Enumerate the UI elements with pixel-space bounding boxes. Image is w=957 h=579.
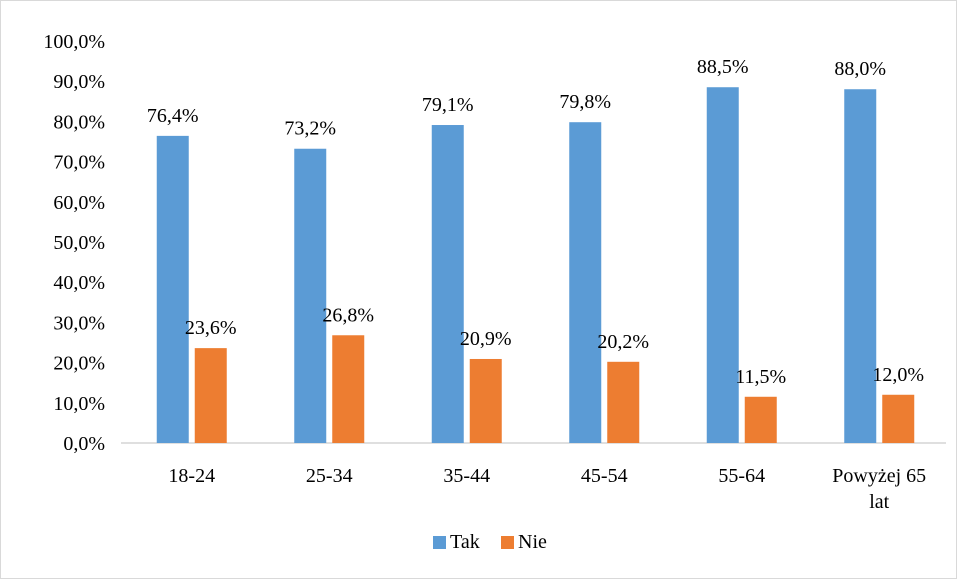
legend-swatch-tak <box>433 536 446 549</box>
x-tick-label: 55-64 <box>718 465 765 487</box>
bar-nie <box>332 335 365 443</box>
bar-nie <box>882 394 915 443</box>
bar-tak <box>844 89 877 444</box>
bar-tak <box>706 87 739 443</box>
data-label: 26,8% <box>322 304 374 326</box>
x-tick-label: Powyżej 65 lat <box>832 465 926 513</box>
bar-nie <box>744 396 777 443</box>
y-tick-label: 90,0% <box>53 71 105 93</box>
data-label: 76,4% <box>147 105 199 127</box>
bar-nie <box>194 348 227 443</box>
data-label: 73,2% <box>284 118 336 140</box>
legend-swatch-nie <box>501 536 514 549</box>
bar-nie <box>469 358 502 443</box>
legend-label-nie: Nie <box>518 531 547 553</box>
data-label: 88,5% <box>697 56 749 78</box>
bar-tak <box>431 125 464 443</box>
x-tick-label: 18-24 <box>168 465 215 487</box>
data-label: 23,6% <box>185 317 237 339</box>
x-tick-label: 45-54 <box>581 465 628 487</box>
data-label: 12,0% <box>872 364 924 386</box>
bar-tak <box>294 148 327 443</box>
y-tick-label: 60,0% <box>53 192 105 214</box>
data-label: 79,1% <box>422 94 474 116</box>
x-tick-label: 25-34 <box>306 465 353 487</box>
legend-label-tak: Tak <box>450 531 480 553</box>
bar-nie <box>607 361 640 443</box>
y-tick-label: 50,0% <box>53 232 105 254</box>
bar-tak <box>569 122 602 443</box>
data-label: 20,9% <box>460 328 512 350</box>
y-tick-label: 40,0% <box>53 272 105 294</box>
x-tick-label: 35-44 <box>443 465 490 487</box>
data-label: 88,0% <box>834 58 886 80</box>
y-tick-label: 20,0% <box>53 353 105 375</box>
data-label: 79,8% <box>559 91 611 113</box>
data-label: 11,5% <box>735 366 786 388</box>
y-tick-label: 80,0% <box>53 111 105 133</box>
y-tick-label: 70,0% <box>53 152 105 174</box>
y-tick-label: 10,0% <box>53 393 105 415</box>
y-tick-label: 100,0% <box>43 31 105 53</box>
y-tick-label: 0,0% <box>63 433 105 455</box>
bar-tak <box>156 135 189 443</box>
data-label: 20,2% <box>597 331 649 353</box>
y-tick-label: 30,0% <box>53 312 105 334</box>
